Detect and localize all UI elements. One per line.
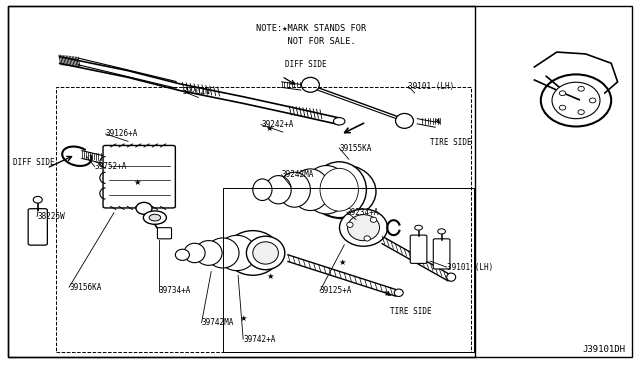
Ellipse shape — [320, 168, 358, 211]
Ellipse shape — [301, 77, 319, 92]
Ellipse shape — [447, 273, 456, 281]
FancyBboxPatch shape — [410, 235, 427, 263]
Ellipse shape — [396, 113, 413, 128]
Text: TIRE SIDE: TIRE SIDE — [390, 307, 432, 316]
Text: ★: ★ — [265, 124, 273, 133]
Circle shape — [143, 211, 166, 224]
Text: 39752+A: 39752+A — [95, 162, 127, 171]
Ellipse shape — [291, 169, 330, 211]
Ellipse shape — [333, 118, 345, 125]
Ellipse shape — [184, 243, 205, 263]
Ellipse shape — [348, 215, 380, 241]
Ellipse shape — [589, 98, 596, 103]
Ellipse shape — [309, 164, 376, 219]
Ellipse shape — [266, 176, 291, 204]
FancyBboxPatch shape — [103, 145, 175, 208]
Text: DIFF SIDE: DIFF SIDE — [285, 60, 326, 69]
Ellipse shape — [206, 238, 239, 268]
FancyBboxPatch shape — [433, 239, 450, 269]
Text: DIFF SIDE: DIFF SIDE — [13, 158, 54, 167]
Text: ★: ★ — [239, 314, 247, 323]
Text: NOT FOR SALE.: NOT FOR SALE. — [256, 37, 356, 46]
Text: TIRE SIDE: TIRE SIDE — [430, 138, 472, 147]
Text: NOTE:★MARK STANDS FOR: NOTE:★MARK STANDS FOR — [256, 24, 366, 33]
Text: 39101 (LH): 39101 (LH) — [447, 263, 493, 272]
Ellipse shape — [218, 235, 256, 271]
FancyBboxPatch shape — [157, 228, 172, 239]
Ellipse shape — [136, 202, 152, 214]
Bar — [8, 6, 475, 357]
FancyBboxPatch shape — [28, 209, 47, 245]
Ellipse shape — [371, 217, 377, 222]
Text: 39101 (LH): 39101 (LH) — [408, 82, 454, 91]
Bar — [56, 87, 471, 352]
Ellipse shape — [347, 222, 353, 227]
Ellipse shape — [559, 91, 566, 96]
Ellipse shape — [253, 242, 278, 264]
Ellipse shape — [578, 110, 584, 115]
Ellipse shape — [195, 241, 222, 265]
Ellipse shape — [541, 74, 611, 126]
Ellipse shape — [33, 196, 42, 203]
Ellipse shape — [578, 86, 584, 91]
Text: ★: ★ — [339, 258, 346, 267]
Ellipse shape — [278, 172, 310, 207]
Text: 39742MA: 39742MA — [202, 318, 234, 327]
Text: 39125+A: 39125+A — [320, 286, 353, 295]
Ellipse shape — [559, 105, 566, 110]
Text: 39156KA: 39156KA — [69, 283, 102, 292]
Ellipse shape — [246, 236, 285, 270]
Ellipse shape — [175, 249, 189, 260]
Text: 39202N: 39202N — [182, 87, 210, 96]
Ellipse shape — [226, 231, 280, 275]
Ellipse shape — [339, 209, 388, 246]
Ellipse shape — [304, 166, 349, 214]
Text: ★: ★ — [134, 178, 141, 187]
Text: 39126+A: 39126+A — [106, 129, 138, 138]
Text: 39242+A: 39242+A — [261, 120, 294, 129]
Text: 39742+A: 39742+A — [243, 335, 276, 344]
Ellipse shape — [364, 236, 371, 241]
Text: 39734+A: 39734+A — [159, 286, 191, 295]
Ellipse shape — [312, 162, 367, 218]
Ellipse shape — [394, 289, 403, 296]
Text: 39242MA: 39242MA — [282, 170, 314, 179]
Ellipse shape — [552, 82, 600, 119]
Text: ★: ★ — [266, 272, 274, 280]
Ellipse shape — [253, 179, 272, 201]
Bar — [223, 188, 474, 352]
Text: 39234+A: 39234+A — [347, 208, 380, 217]
Ellipse shape — [415, 225, 422, 230]
Ellipse shape — [438, 229, 445, 234]
Text: J39101DH: J39101DH — [583, 345, 626, 354]
Circle shape — [149, 214, 161, 221]
Text: 38225W: 38225W — [37, 212, 65, 221]
Text: 39155KA: 39155KA — [339, 144, 372, 153]
